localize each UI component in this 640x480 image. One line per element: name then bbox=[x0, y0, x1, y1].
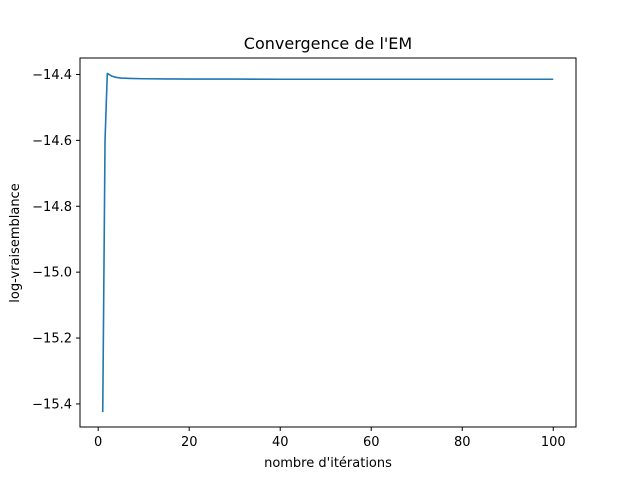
y-tick-label: −15.0 bbox=[32, 266, 72, 281]
series-line bbox=[101, 72, 554, 413]
x-tick-label: 0 bbox=[94, 435, 102, 450]
y-tick-label: −15.4 bbox=[32, 397, 72, 412]
x-tick-label: 60 bbox=[363, 435, 380, 450]
plot-frame bbox=[79, 57, 577, 428]
y-tick-label: −15.2 bbox=[32, 332, 72, 347]
y-tick-label: −14.6 bbox=[32, 134, 72, 149]
y-tick-label: −14.4 bbox=[32, 68, 72, 83]
y-axis-label: log-vraisemblance bbox=[8, 183, 23, 302]
x-tick-label: 100 bbox=[541, 435, 566, 450]
x-tick-label: 20 bbox=[181, 435, 198, 450]
x-axis-label: nombre d'itérations bbox=[264, 456, 392, 471]
chart-title: Convergence de l'EM bbox=[244, 34, 412, 53]
x-tick-label: 40 bbox=[272, 435, 289, 450]
x-tick-label: 80 bbox=[454, 435, 471, 450]
y-tick-label: −14.8 bbox=[32, 200, 72, 215]
